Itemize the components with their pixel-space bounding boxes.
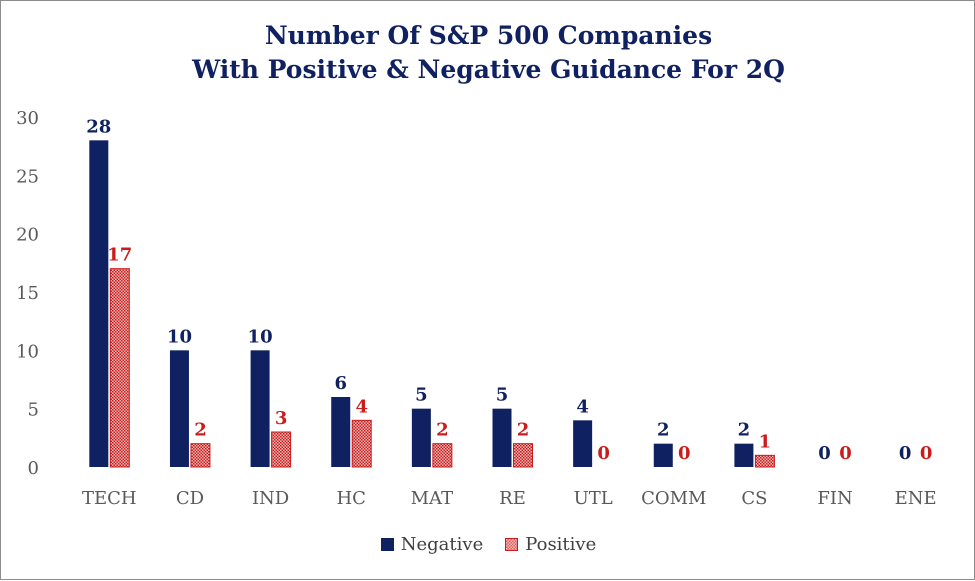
- legend-label-positive: Positive: [525, 534, 597, 555]
- data-label-positive-mat: 2: [436, 420, 449, 441]
- bar-negative-tech[interactable]: [89, 140, 109, 468]
- data-label-positive-comm: 0: [678, 443, 691, 464]
- bar-positive-hc[interactable]: [351, 419, 372, 468]
- data-label-positive-fin: 0: [839, 443, 852, 464]
- bar-negative-comm[interactable]: [653, 443, 673, 467]
- x-tick-label: COMM: [641, 488, 706, 509]
- data-label-negative-cs: 2: [738, 420, 751, 441]
- x-tick-label: IND: [252, 488, 289, 509]
- y-tick-label: 5: [28, 400, 39, 421]
- bar-negative-utl[interactable]: [573, 420, 593, 467]
- data-label-negative-hc: 6: [334, 373, 347, 394]
- legend: Negative Positive: [1, 534, 975, 555]
- bar-negative-mat[interactable]: [411, 408, 431, 467]
- bar-positive-cd[interactable]: [190, 443, 211, 468]
- legend-swatch-positive: [505, 538, 519, 551]
- legend-swatch-negative: [380, 538, 394, 551]
- data-label-negative-re: 5: [496, 385, 509, 406]
- data-label-positive-ind: 3: [275, 408, 288, 429]
- data-label-negative-utl: 4: [576, 396, 589, 417]
- legend-label-negative: Negative: [400, 534, 484, 555]
- chart-title-line-1: Number Of S&P 500 Companies: [264, 21, 713, 50]
- data-label-positive-ene: 0: [920, 443, 933, 464]
- x-tick-label: ENE: [895, 488, 937, 509]
- data-label-negative-tech: 28: [86, 116, 111, 137]
- x-tick-label: CD: [176, 488, 204, 509]
- legend-item-positive[interactable]: Positive: [505, 534, 596, 555]
- x-tick-label: RE: [499, 488, 526, 509]
- x-tick-label: HC: [336, 488, 365, 509]
- legend-item-negative[interactable]: Negative: [380, 534, 484, 555]
- data-label-positive-cd: 2: [194, 420, 207, 441]
- bar-positive-mat[interactable]: [432, 443, 453, 468]
- bar-negative-hc[interactable]: [331, 397, 351, 467]
- y-tick-label: 15: [16, 283, 39, 304]
- data-label-positive-cs: 1: [759, 431, 772, 452]
- bar-positive-ind[interactable]: [271, 431, 292, 468]
- chart-title: Number Of S&P 500 Companies With Positiv…: [1, 19, 975, 87]
- bar-negative-cd[interactable]: [169, 350, 189, 467]
- y-tick-label: 25: [16, 166, 39, 187]
- bar-negative-ind[interactable]: [250, 350, 270, 467]
- x-tick-label: TECH: [82, 488, 137, 509]
- y-tick-label: 10: [16, 341, 39, 362]
- x-tick-label: MAT: [411, 488, 453, 509]
- data-label-positive-utl: 0: [597, 443, 610, 464]
- data-label-positive-tech: 17: [107, 245, 132, 266]
- data-label-negative-ind: 10: [248, 326, 273, 347]
- data-label-positive-re: 2: [517, 420, 530, 441]
- y-tick-label: 0: [28, 458, 39, 479]
- data-label-negative-cd: 10: [167, 326, 192, 347]
- y-tick-label: 30: [16, 108, 39, 129]
- chart-title-line-2: With Positive & Negative Guidance For 2Q: [192, 55, 785, 84]
- bar-positive-re[interactable]: [513, 443, 533, 468]
- x-tick-label: CS: [741, 488, 767, 509]
- bar-positive-tech[interactable]: [109, 268, 130, 468]
- data-label-negative-mat: 5: [415, 385, 428, 406]
- x-tick-label: UTL: [574, 488, 613, 509]
- x-tick-label: FIN: [817, 488, 852, 509]
- bar-positive-cs[interactable]: [754, 454, 775, 468]
- data-label-negative-comm: 2: [657, 420, 670, 441]
- y-tick-label: 20: [16, 225, 39, 246]
- bar-negative-re[interactable]: [492, 408, 512, 467]
- data-label-negative-ene: 0: [899, 443, 912, 464]
- bar-negative-cs[interactable]: [734, 443, 754, 467]
- data-label-positive-hc: 4: [355, 396, 368, 417]
- data-label-negative-fin: 0: [818, 443, 831, 464]
